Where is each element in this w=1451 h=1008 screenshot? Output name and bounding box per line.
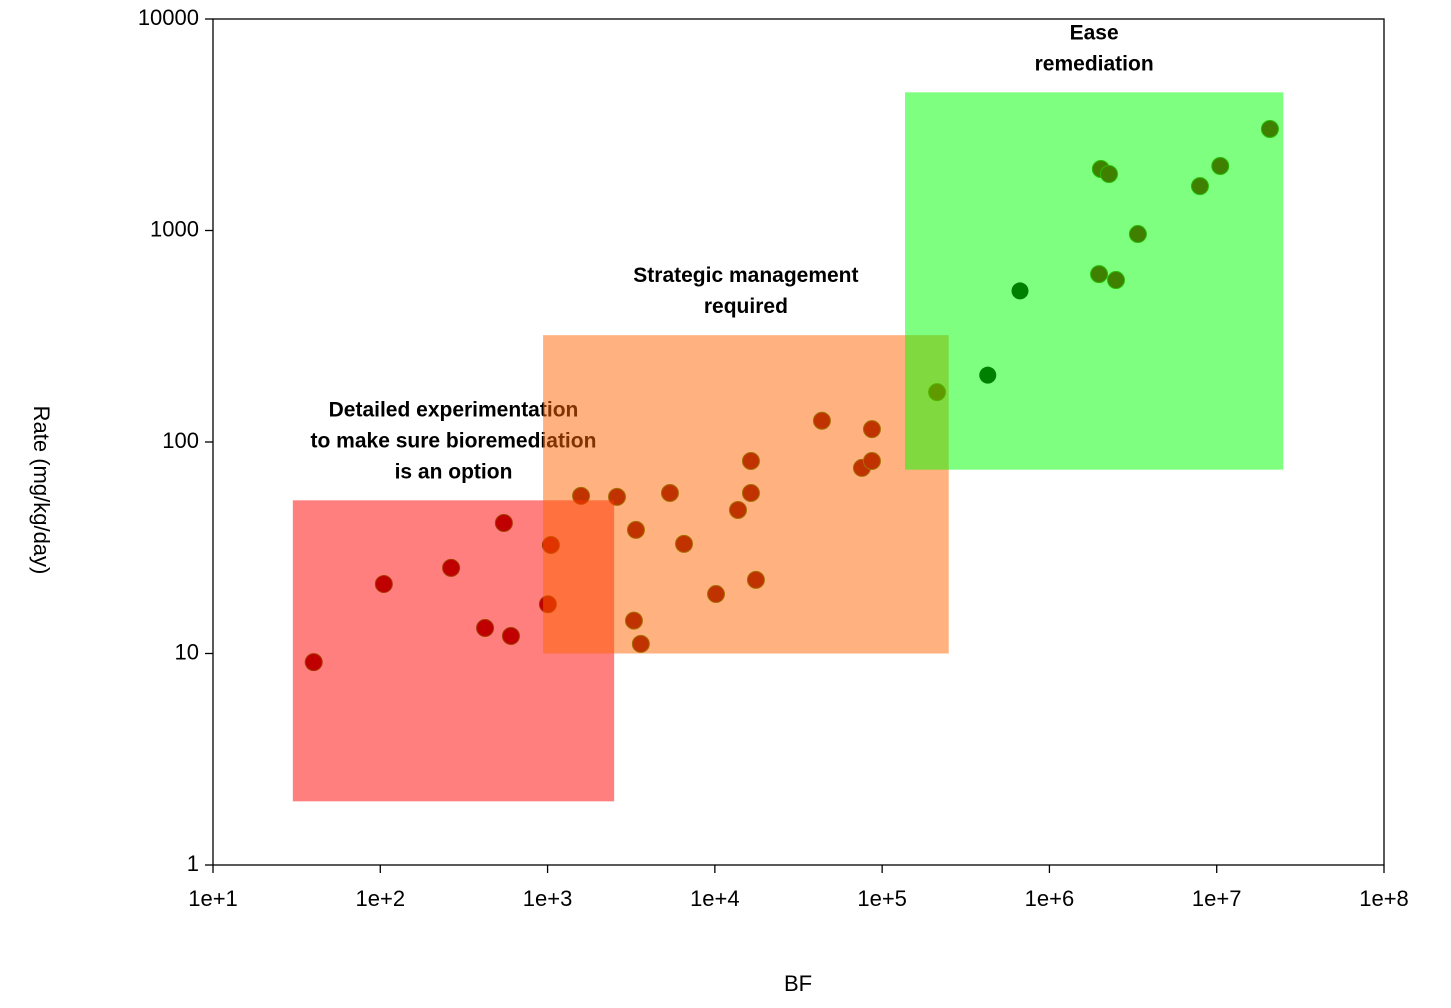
region <box>905 92 1284 470</box>
region-label-line: is an option <box>395 460 513 483</box>
region-label: Strategic management required <box>633 264 858 318</box>
point <box>1011 282 1029 300</box>
region-label-line: to make sure bioremediation <box>311 429 597 452</box>
y-tick-label: 1000 <box>150 216 199 241</box>
x-tick-label: 1e+8 <box>1359 886 1409 911</box>
region-label-line: Ease <box>1070 21 1119 44</box>
x-axis-label: BF <box>784 971 812 996</box>
x-tick-label: 1e+4 <box>690 886 740 911</box>
y-axis-label: Rate (mg/kg/day) <box>29 406 54 575</box>
region-label-line: Strategic management <box>633 264 858 287</box>
y-tick-label: 10 <box>175 639 199 664</box>
point <box>979 366 997 384</box>
x-tick-label: 1e+7 <box>1192 886 1242 911</box>
y-tick-label: 1 <box>187 851 199 876</box>
x-tick-label: 1e+1 <box>188 886 238 911</box>
x-tick-label: 1e+2 <box>356 886 406 911</box>
y-tick-label: 10000 <box>138 5 199 30</box>
region-label: Ease remediation <box>1035 21 1154 75</box>
region-label-line: remediation <box>1035 52 1154 75</box>
region-label-line: Detailed experimentation <box>329 398 579 421</box>
region-label-line: required <box>704 295 788 318</box>
x-tick-label: 1e+5 <box>857 886 907 911</box>
y-tick-label: 100 <box>162 428 199 453</box>
region <box>543 335 949 654</box>
x-tick-label: 1e+3 <box>523 886 573 911</box>
region-label: Detailed experimentation to make sure bio… <box>311 398 597 483</box>
x-tick-label: 1e+6 <box>1025 886 1075 911</box>
